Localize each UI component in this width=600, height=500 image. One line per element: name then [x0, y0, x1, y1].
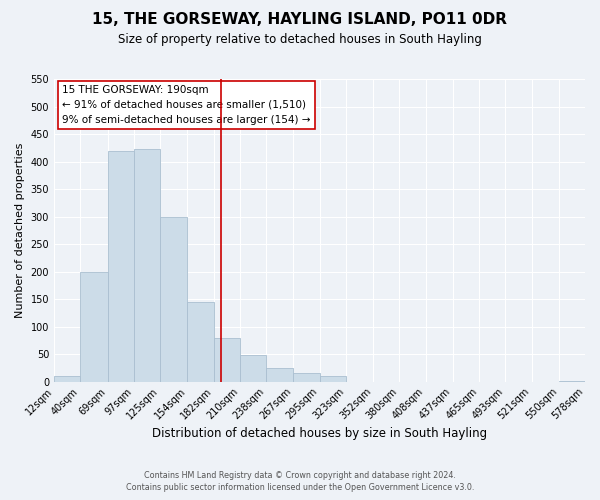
Bar: [54, 376, 80, 382]
Bar: [187, 302, 214, 382]
Bar: [293, 374, 320, 382]
Bar: [214, 338, 240, 382]
Bar: [134, 150, 160, 382]
Text: Contains HM Land Registry data © Crown copyright and database right 2024.
Contai: Contains HM Land Registry data © Crown c…: [126, 471, 474, 492]
Bar: [320, 376, 346, 382]
Bar: [80, 272, 107, 382]
Y-axis label: Number of detached properties: Number of detached properties: [15, 142, 25, 318]
Bar: [240, 356, 266, 382]
Text: 15 THE GORSEWAY: 190sqm
← 91% of detached houses are smaller (1,510)
9% of semi-: 15 THE GORSEWAY: 190sqm ← 91% of detache…: [62, 85, 311, 124]
Bar: [559, 380, 585, 382]
Bar: [266, 368, 293, 382]
Bar: [107, 150, 134, 382]
Text: 15, THE GORSEWAY, HAYLING ISLAND, PO11 0DR: 15, THE GORSEWAY, HAYLING ISLAND, PO11 0…: [92, 12, 508, 28]
Text: Size of property relative to detached houses in South Hayling: Size of property relative to detached ho…: [118, 32, 482, 46]
X-axis label: Distribution of detached houses by size in South Hayling: Distribution of detached houses by size …: [152, 427, 487, 440]
Bar: [160, 216, 187, 382]
